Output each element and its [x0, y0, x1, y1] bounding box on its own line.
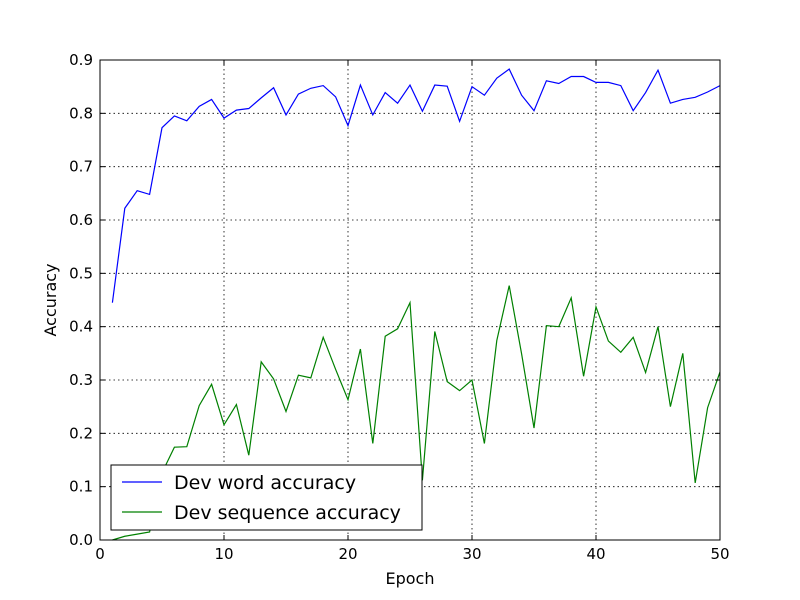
x-tick-label: 30 — [462, 545, 481, 563]
ticks: 0 10 20 30 40 50 0.0 0.1 0.2 0.3 0.4 0.5 0.6 0.7 0.8 0.… — [69, 51, 729, 563]
y-axis-label: Accuracy — [41, 263, 60, 336]
series-line-word-accuracy — [111, 68, 721, 303]
legend-box — [110, 464, 423, 531]
x-tick-label: 50 — [710, 545, 729, 563]
y-tick-label: 0.2 — [69, 424, 93, 442]
y-tick-label: 0.5 — [69, 264, 93, 282]
y-tick-label: 0.0 — [69, 531, 93, 549]
series-line-sequence-accuracy — [112, 285, 721, 541]
y-tick-label: 0.7 — [69, 158, 93, 176]
legend-label-word-accuracy: Dev word accuracy — [174, 472, 356, 494]
y-tick-label: 0.4 — [69, 318, 93, 336]
y-tick-label: 0.8 — [69, 104, 93, 122]
x-tick-label: 0 — [95, 545, 105, 563]
plot-lines — [111, 68, 721, 541]
x-tick-label: 40 — [586, 545, 605, 563]
y-tick-label: 0.9 — [69, 51, 93, 69]
y-tick-label: 0.1 — [69, 478, 93, 496]
x-axis-label: Epoch — [386, 569, 435, 588]
y-tick-label: 0.6 — [69, 211, 93, 229]
x-tick-label: 20 — [338, 545, 357, 563]
x-tick-label: 10 — [214, 545, 233, 563]
plot-frame — [99, 59, 721, 541]
y-tick-label: 0.3 — [69, 371, 93, 389]
legend: Dev word accuracy Dev sequence accuracy — [110, 464, 423, 531]
legend-label-sequence-accuracy: Dev sequence accuracy — [174, 502, 401, 524]
